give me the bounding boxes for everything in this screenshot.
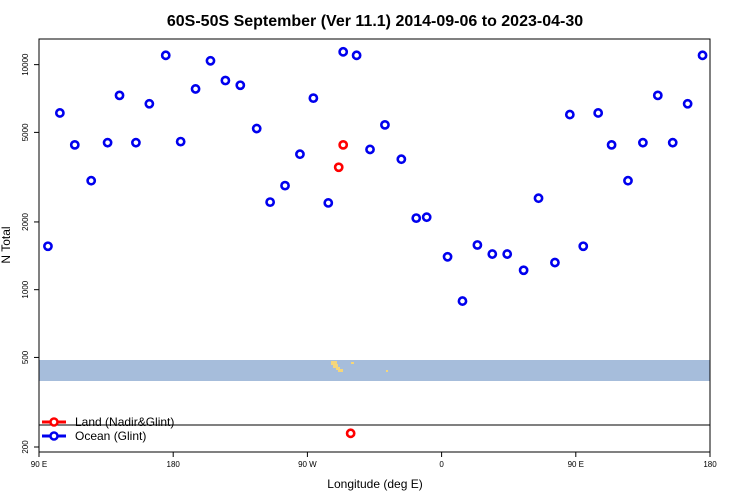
ocean-point	[502, 249, 513, 259]
ocean-point	[54, 108, 65, 118]
ocean-point	[550, 257, 560, 268]
ocean-point	[365, 144, 375, 155]
y-tick-label: 10000	[21, 53, 30, 76]
ocean-point	[280, 180, 290, 191]
data-points	[43, 46, 708, 439]
y-tick-label: 2000	[21, 212, 30, 230]
land-patch	[338, 369, 343, 372]
data-band-layer	[39, 360, 710, 381]
land-patch	[336, 367, 340, 370]
ocean-point	[351, 50, 362, 61]
land-patch	[351, 362, 354, 364]
ocean-point	[220, 75, 231, 86]
ocean-point	[593, 108, 604, 118]
ocean-point	[295, 149, 305, 160]
ocean-point	[43, 241, 53, 252]
ocean-point	[235, 80, 246, 91]
ocean-point	[175, 136, 186, 147]
ocean-point	[86, 175, 97, 186]
ocean-point	[308, 93, 319, 104]
ocean-point	[144, 98, 155, 109]
x-tick-label: 180	[703, 460, 717, 469]
x-tick-label: 0	[439, 460, 444, 469]
ocean-point	[652, 90, 663, 101]
land-patch	[386, 370, 388, 372]
ocean-point	[190, 84, 201, 94]
legend-ocean-label: Ocean (Glint)	[75, 429, 146, 443]
x-tick-label: 90 E	[31, 460, 47, 469]
ocean-point	[323, 198, 334, 208]
land-point	[333, 162, 344, 173]
ocean-point	[396, 154, 407, 165]
land-point	[345, 428, 356, 439]
ocean-point	[251, 123, 262, 134]
ocean-point	[69, 139, 80, 150]
ocean-point	[638, 137, 648, 148]
land-patch	[331, 361, 337, 365]
y-tick-label: 1000	[21, 280, 30, 298]
ocean-point	[380, 119, 390, 130]
ocean-point	[472, 240, 483, 250]
plot-area-frame	[38, 38, 711, 453]
ocean-point	[102, 137, 113, 148]
ocean-point	[265, 197, 276, 208]
ocean-point	[578, 241, 589, 252]
ocean-point	[518, 265, 529, 276]
x-tick-label: 180	[167, 460, 181, 469]
x-tick-label: 90 E	[568, 460, 584, 469]
ocean-point	[533, 193, 544, 204]
ocean-point	[564, 109, 575, 120]
ocean-point	[667, 137, 678, 148]
ocean-point	[114, 90, 125, 101]
ocean-point	[160, 50, 171, 61]
legend-land-label: Land (Nadir&Glint)	[75, 415, 174, 429]
ocean-point	[623, 175, 633, 186]
y-tick-label: 500	[21, 350, 30, 364]
y-tick-label: 5000	[21, 123, 30, 141]
ocean-point	[411, 213, 422, 224]
ocean-point	[457, 296, 468, 306]
land-patch	[333, 364, 338, 368]
legend-ocean-marker	[49, 431, 59, 441]
ocean-point	[131, 137, 141, 148]
legend-land-marker	[49, 417, 59, 427]
latitude-band	[39, 360, 710, 381]
ocean-point	[697, 50, 708, 61]
ocean-point	[338, 46, 349, 57]
ocean-point	[442, 251, 453, 262]
ocean-point	[205, 55, 216, 66]
legend: Land (Nadir&Glint) Ocean (Glint)	[42, 415, 174, 443]
x-tick-label: 90 W	[298, 460, 317, 469]
ocean-point	[682, 98, 693, 109]
chart-title: 60S-50S September (Ver 11.1) 2014-09-06 …	[167, 13, 583, 30]
y-axis: 200 500 1000 2000 5000 10000	[21, 53, 39, 454]
ocean-point	[487, 249, 498, 259]
y-tick-label: 200	[21, 440, 30, 454]
x-axis: 90 E 180 90 W 0 90 E 180	[31, 452, 717, 469]
land-point	[338, 139, 349, 150]
ocean-point	[606, 139, 617, 150]
x-axis-title: Longitude (deg E)	[327, 477, 422, 491]
ocean-point	[421, 212, 432, 223]
y-axis-title: N Total	[0, 226, 13, 263]
